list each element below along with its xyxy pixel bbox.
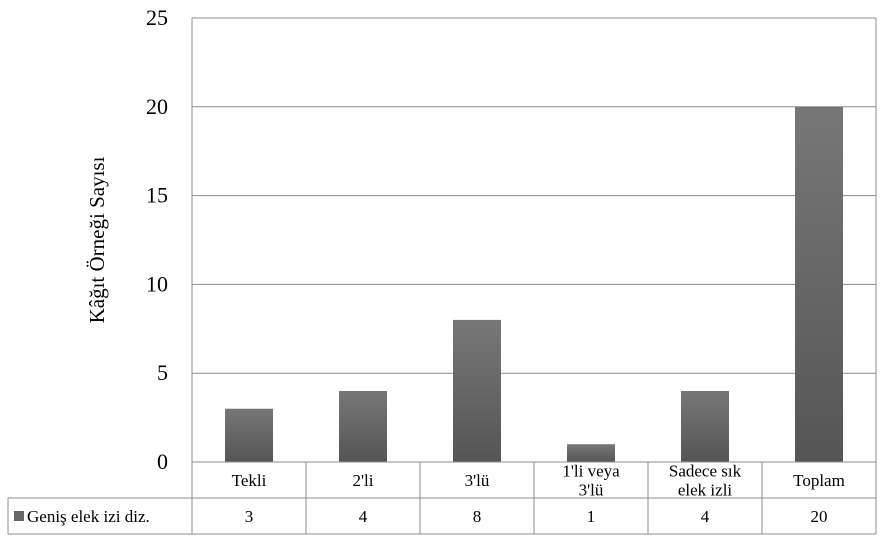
x-category-label-3: 1'li veya 3'lü [562,462,620,500]
gridlines [191,17,877,463]
table-value-3: 1 [587,507,596,526]
legend-key [14,511,24,521]
table-value-5: 20 [811,507,828,526]
table-value-1: 4 [359,507,368,526]
y-tick-label-20: 20 [146,94,168,119]
y-tick-label-15: 15 [146,183,168,208]
table-value-4: 4 [701,507,710,526]
bar-1 [339,390,387,462]
bar-2 [453,319,501,462]
x-category-label-2: 3'lü [465,471,490,490]
bars [225,106,843,463]
data-table: Tekli 2'li 3'lü 1'li veya 3'lü Sadece sık elek… [7,461,877,535]
y-tick-label-5: 5 [157,360,168,385]
y-tick-label-0: 0 [157,449,168,474]
legend-series-name: Geniş elek izi diz. [27,507,150,526]
y-tick-label-25: 25 [146,5,168,30]
table-value-2: 8 [473,507,482,526]
y-axis-tick-labels: 0 5 10 15 20 25 [146,5,168,474]
x-category-label-0: Tekli [232,471,267,490]
x-category-label-5: Toplam [793,471,845,490]
bar-5 [795,106,843,463]
bar-3 [567,444,615,462]
y-axis-label: Kâğıt Örneği Sayısı [85,156,109,323]
bar-0 [225,408,273,462]
y-tick-label-10: 10 [146,271,168,296]
table-value-0: 3 [245,507,254,526]
bar-4 [681,390,729,462]
x-category-label-4: Sadece sık elek izli [669,462,742,500]
x-category-label-1: 2'li [352,471,373,490]
